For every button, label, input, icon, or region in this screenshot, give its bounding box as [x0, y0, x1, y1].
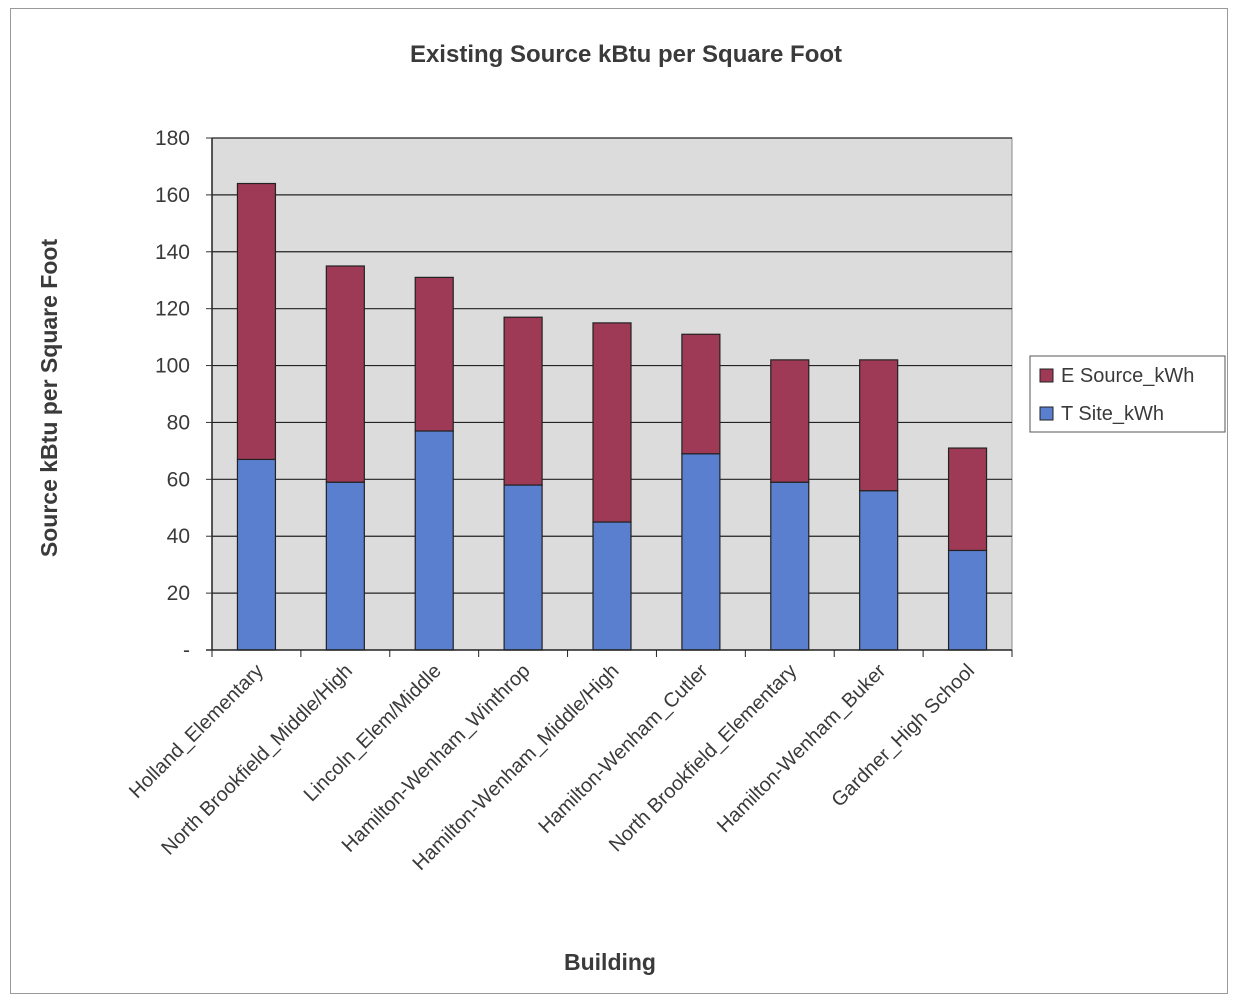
bar-e-source-4	[592, 322, 632, 523]
bar-t-site-1	[325, 481, 365, 651]
bar-t-site-3	[503, 484, 543, 651]
bar-t-site-2	[414, 430, 454, 651]
x-tick-label: Hamilton-Wenham_Buker	[713, 660, 890, 837]
bar-e-source-1	[325, 265, 365, 483]
bar-t-site-0	[236, 458, 277, 651]
y-tick-label: 140	[155, 241, 190, 264]
y-tick-label: 80	[167, 411, 190, 434]
bar-t-site-5	[681, 453, 721, 651]
y-tick-label: 20	[167, 582, 190, 605]
x-tick-label: North Brookfield_Elementary	[605, 660, 801, 856]
y-axis-title: Source kBtu per Square Foot	[36, 239, 62, 558]
y-tick-labels: - 20 40 60 80 100 120 140 160 180	[155, 127, 212, 662]
y-tick-label: -	[183, 639, 190, 662]
bar-e-source-2	[414, 276, 454, 432]
legend-label: T Site_kWh	[1061, 403, 1164, 425]
y-tick-label: 160	[155, 184, 190, 207]
bar-t-site-4	[592, 521, 632, 651]
legend-swatch	[1039, 406, 1054, 421]
y-tick-label: 40	[167, 525, 190, 548]
x-tick-label: Hamilton-Wenham_Cutler	[534, 660, 712, 838]
bar-t-site-8	[947, 549, 988, 651]
bar-e-source-6	[770, 359, 810, 483]
y-tick-label: 100	[155, 355, 190, 378]
y-tick-label: 60	[167, 468, 190, 491]
legend-swatch	[1039, 368, 1054, 383]
bar-e-source-5	[681, 333, 721, 455]
bar-t-site-7	[859, 490, 899, 651]
bar-e-source-3	[503, 316, 543, 486]
bar-e-source-8	[947, 447, 988, 552]
chart-title: Existing Source kBtu per Square Foot	[410, 41, 842, 68]
bar-e-source-7	[859, 359, 899, 492]
legend: E Source_kWh T Site_kWh	[1029, 355, 1226, 433]
legend-box	[1029, 355, 1226, 433]
x-tick-label: Gardner_High School	[828, 660, 980, 812]
y-tick-label: 180	[155, 127, 190, 150]
x-axis-title: Building	[564, 949, 656, 975]
bars	[236, 182, 988, 651]
y-tick-label: 120	[155, 298, 190, 321]
bar-e-source-0	[236, 182, 277, 461]
axes	[206, 138, 1013, 657]
bar-t-site-6	[770, 481, 810, 651]
legend-label: E Source_kWh	[1061, 365, 1194, 387]
x-tick-label: North Brookfield_Middle/High	[157, 660, 357, 860]
x-tick-label: Hamilton-Wenham_Winthrop	[338, 660, 535, 857]
